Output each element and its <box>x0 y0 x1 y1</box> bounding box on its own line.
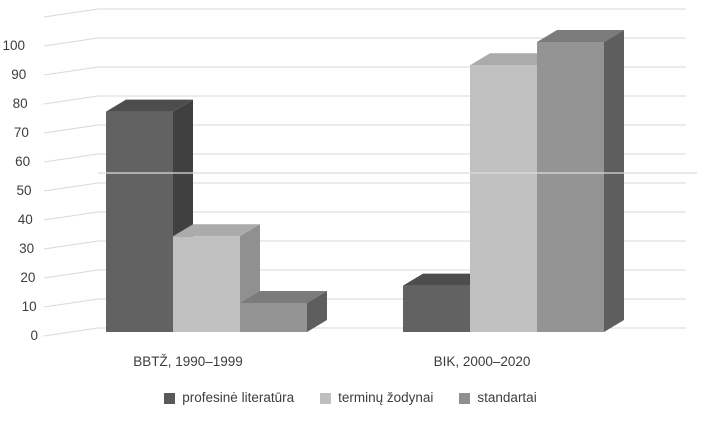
y-axis-tick-label: 80 <box>13 96 28 111</box>
gridline-100 <box>43 37 686 47</box>
y-axis-tick-label: 70 <box>14 125 29 140</box>
bar-cat1-ser0-front <box>403 285 470 332</box>
y-axis-tick-label: 90 <box>11 67 26 82</box>
y-axis-tick-label: 100 <box>2 38 25 53</box>
legend-item: standartai <box>459 390 537 406</box>
bar-cat0-ser1-top <box>173 224 260 237</box>
gridline-110 <box>43 8 686 18</box>
bar-cat1-ser2-front <box>537 42 604 332</box>
y-axis-tick-label: 40 <box>18 212 33 227</box>
bar-cat1-ser2-side <box>604 30 624 332</box>
legend-label: profesinė literatūra <box>182 390 295 406</box>
legend-item: terminų žodynai <box>320 391 433 405</box>
legend-swatch-icon <box>459 392 471 404</box>
y-axis-tick-label: 10 <box>22 299 37 314</box>
bar-cat0-ser2-side <box>307 291 327 332</box>
y-axis-tick-label: 20 <box>20 270 35 285</box>
legend-swatch-icon <box>320 392 332 404</box>
bar-cat0-ser1-front <box>173 236 240 332</box>
legend-swatch-icon <box>164 392 176 404</box>
y-axis-tick-label: 0 <box>30 328 38 343</box>
chart-legend: profesinė literatūra terminų žodynai stand… <box>0 388 701 408</box>
y-axis-tick-label: 30 <box>19 241 34 256</box>
bar-cat0-ser0-top <box>106 99 193 112</box>
bar-cat0-ser2-top <box>240 291 327 303</box>
legend-label: terminų žodynai <box>338 390 434 406</box>
bar-cat0-ser0-front <box>106 111 173 332</box>
bar-cat1-ser0-top <box>403 273 490 286</box>
legend-item: profesinė literatūra <box>164 391 294 405</box>
bar-cat0-ser2-front <box>240 303 307 332</box>
bar-cat1-ser2-top <box>537 30 624 42</box>
y-axis-tick-label: 50 <box>16 183 31 198</box>
bar-cat1-ser1-top <box>470 53 557 66</box>
category-label: BBTŽ, 1990–1999 <box>133 354 243 369</box>
legend-label: standartai <box>477 390 537 406</box>
y-axis-tick-label: 60 <box>15 154 30 169</box>
category-label: BIK, 2000–2020 <box>434 354 531 369</box>
bar-cat1-ser1-front <box>470 65 537 332</box>
